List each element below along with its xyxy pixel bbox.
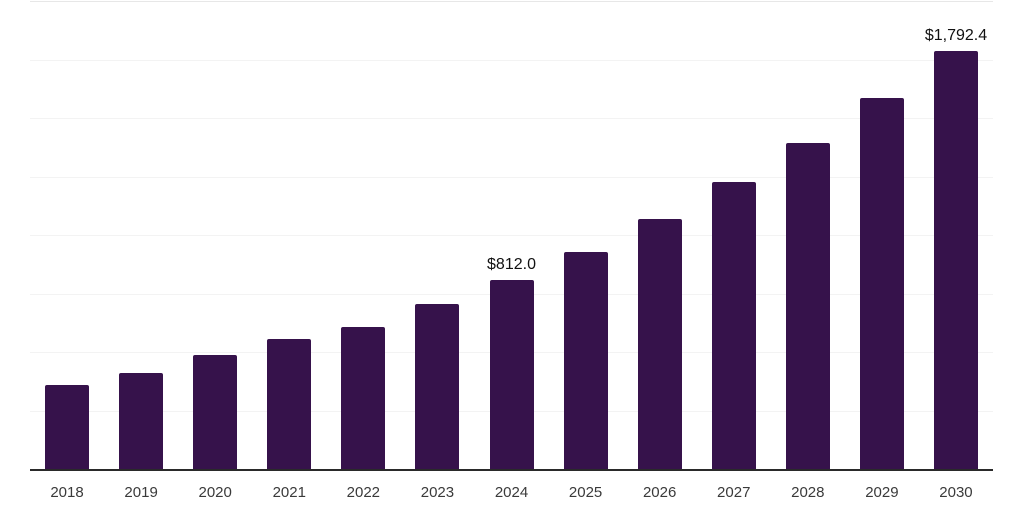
gridline (30, 59, 993, 61)
bar-slot-2020 (178, 2, 252, 470)
bar-2027 (711, 181, 756, 470)
bar-slot-2025 (549, 2, 623, 470)
bar-slot-2029 (845, 2, 919, 470)
bar-slot-2028 (771, 2, 845, 470)
bar-value-label-2024: $812.0 (487, 256, 536, 273)
bar-2025 (563, 251, 608, 470)
x-tick-label-2029: 2029 (865, 484, 899, 501)
bar-slot-2022 (326, 2, 400, 470)
x-tick-label-2020: 2020 (198, 484, 232, 501)
x-tick-label-2028: 2028 (791, 484, 825, 501)
x-tick-label-2030: 2030 (939, 484, 973, 501)
gridline (30, 1, 993, 2)
bar-value-label-2030: $1,792.4 (924, 26, 988, 44)
bar-series: $812.0 $1,792.4 (30, 2, 993, 470)
bar-slot-2030: $1,792.4 (919, 2, 993, 470)
bar-slot-2023 (400, 2, 474, 470)
bar-2020 (193, 355, 238, 470)
x-tick-label-2023: 2023 (420, 484, 455, 501)
gridline (30, 176, 993, 178)
gridline (30, 235, 993, 236)
bar-2030 (933, 50, 978, 470)
x-tick-label-2025: 2025 (568, 484, 603, 501)
bar-2021 (267, 338, 312, 470)
x-tick-label-2024: 2024 (494, 484, 529, 501)
x-tick-label-2027: 2027 (717, 484, 751, 501)
bar-slot-2018 (30, 2, 104, 470)
bar-2026 (637, 218, 682, 470)
bar-slot-2027 (697, 2, 771, 470)
bar-2018 (45, 385, 90, 470)
bar-2023 (415, 304, 460, 470)
x-tick-label-2019: 2019 (124, 484, 158, 501)
bar-2028 (785, 143, 830, 470)
x-tick-label-2018: 2018 (50, 484, 84, 501)
bar-slot-2026 (623, 2, 697, 470)
plot-area: $812.0 $1,792.4 (30, 1, 993, 471)
x-axis-tick-labels: 2018 2019 2020 2021 2022 2023 2024 2025 2026 2027… (30, 483, 993, 503)
x-tick-label-2021: 2021 (272, 484, 306, 501)
gridline (30, 118, 993, 119)
x-tick-label-2022: 2022 (346, 484, 381, 501)
x-tick-label-2026: 2026 (642, 484, 677, 501)
bar-slot-2021 (252, 2, 326, 470)
bar-2022 (341, 327, 386, 470)
bar-slot-2019 (104, 2, 178, 470)
bar-slot-2024: $812.0 (474, 2, 548, 470)
x-axis-line (30, 469, 993, 471)
bar-2029 (859, 97, 904, 470)
bar-2024 (489, 280, 534, 470)
bar-2019 (119, 372, 164, 470)
